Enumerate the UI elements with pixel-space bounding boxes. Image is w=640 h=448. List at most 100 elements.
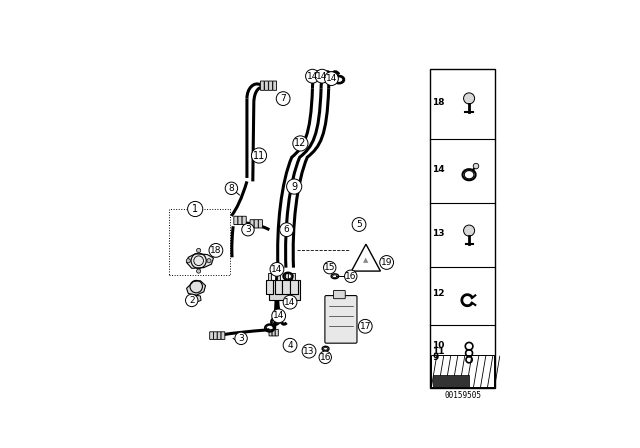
- FancyBboxPatch shape: [210, 332, 214, 340]
- Circle shape: [186, 294, 198, 306]
- Text: 1: 1: [192, 204, 198, 214]
- Text: 17: 17: [360, 322, 371, 331]
- FancyBboxPatch shape: [275, 329, 278, 336]
- Text: 16: 16: [319, 353, 331, 362]
- Text: ▲: ▲: [364, 257, 369, 263]
- Circle shape: [252, 148, 267, 163]
- Text: 14: 14: [433, 165, 445, 174]
- FancyBboxPatch shape: [250, 220, 254, 228]
- Text: 14: 14: [271, 265, 283, 274]
- Text: 3: 3: [238, 334, 244, 343]
- Text: 14: 14: [316, 72, 328, 81]
- Text: 3: 3: [245, 225, 251, 234]
- Text: 12: 12: [294, 138, 307, 148]
- Circle shape: [235, 332, 247, 345]
- FancyBboxPatch shape: [259, 220, 262, 228]
- Circle shape: [463, 93, 475, 104]
- Circle shape: [293, 136, 308, 151]
- FancyBboxPatch shape: [214, 332, 217, 340]
- Text: 18: 18: [210, 246, 221, 255]
- Text: 16: 16: [345, 272, 356, 281]
- Text: 15: 15: [324, 263, 335, 272]
- Circle shape: [186, 258, 190, 263]
- Circle shape: [358, 319, 372, 333]
- Circle shape: [287, 179, 302, 194]
- Bar: [285, 273, 287, 280]
- Bar: [430, 69, 495, 388]
- Circle shape: [209, 244, 223, 257]
- Bar: [292, 273, 295, 280]
- Circle shape: [225, 182, 237, 194]
- Circle shape: [305, 69, 319, 83]
- Circle shape: [463, 225, 475, 236]
- Polygon shape: [187, 281, 205, 295]
- FancyBboxPatch shape: [254, 220, 259, 228]
- FancyBboxPatch shape: [264, 81, 268, 90]
- Bar: [431, 355, 494, 388]
- Circle shape: [207, 258, 211, 263]
- FancyBboxPatch shape: [260, 81, 264, 90]
- Bar: [277, 273, 280, 280]
- FancyBboxPatch shape: [333, 290, 345, 299]
- Text: 18: 18: [433, 98, 445, 107]
- Bar: [268, 273, 271, 280]
- Circle shape: [316, 69, 329, 83]
- Bar: [275, 280, 282, 293]
- Circle shape: [276, 92, 290, 105]
- Circle shape: [323, 262, 336, 274]
- Circle shape: [272, 309, 285, 323]
- FancyBboxPatch shape: [269, 81, 273, 90]
- Circle shape: [473, 164, 479, 169]
- FancyBboxPatch shape: [238, 216, 242, 224]
- Circle shape: [196, 248, 201, 253]
- Bar: [269, 280, 300, 301]
- FancyBboxPatch shape: [269, 329, 272, 336]
- Bar: [433, 375, 469, 387]
- FancyBboxPatch shape: [272, 329, 275, 336]
- Text: 00159505: 00159505: [444, 392, 481, 401]
- Circle shape: [242, 224, 254, 236]
- Bar: [290, 280, 298, 293]
- Polygon shape: [193, 295, 201, 302]
- Text: 4: 4: [287, 341, 293, 350]
- Text: 9: 9: [433, 353, 439, 362]
- Circle shape: [344, 270, 357, 283]
- Text: 13: 13: [303, 347, 315, 356]
- Bar: [282, 280, 290, 293]
- Circle shape: [188, 202, 203, 216]
- Circle shape: [283, 338, 297, 352]
- Circle shape: [196, 269, 201, 273]
- FancyBboxPatch shape: [221, 332, 225, 340]
- Text: 11: 11: [433, 347, 445, 356]
- FancyBboxPatch shape: [234, 216, 238, 224]
- Text: 2: 2: [189, 296, 195, 305]
- Text: 10: 10: [433, 341, 445, 350]
- Text: 14: 14: [326, 74, 337, 83]
- Text: 13: 13: [433, 229, 445, 238]
- Bar: [170, 209, 230, 275]
- Text: 9: 9: [291, 181, 297, 192]
- Text: 14: 14: [307, 72, 318, 81]
- Text: 5: 5: [356, 220, 362, 229]
- Circle shape: [280, 223, 294, 237]
- Polygon shape: [187, 254, 214, 268]
- Circle shape: [352, 218, 366, 232]
- Text: 14: 14: [284, 297, 296, 306]
- FancyBboxPatch shape: [325, 296, 357, 343]
- Circle shape: [380, 255, 394, 269]
- Text: 14: 14: [273, 311, 284, 320]
- Circle shape: [270, 263, 284, 276]
- Circle shape: [283, 295, 297, 309]
- Text: 6: 6: [284, 225, 289, 234]
- FancyBboxPatch shape: [273, 81, 276, 90]
- Circle shape: [302, 344, 316, 358]
- Circle shape: [319, 351, 332, 363]
- FancyBboxPatch shape: [242, 216, 246, 224]
- Text: 19: 19: [381, 258, 392, 267]
- Bar: [266, 280, 273, 293]
- FancyBboxPatch shape: [217, 332, 221, 340]
- Text: 11: 11: [253, 151, 265, 160]
- Text: 12: 12: [433, 289, 445, 298]
- Text: 7: 7: [280, 94, 286, 103]
- Text: 8: 8: [228, 184, 234, 193]
